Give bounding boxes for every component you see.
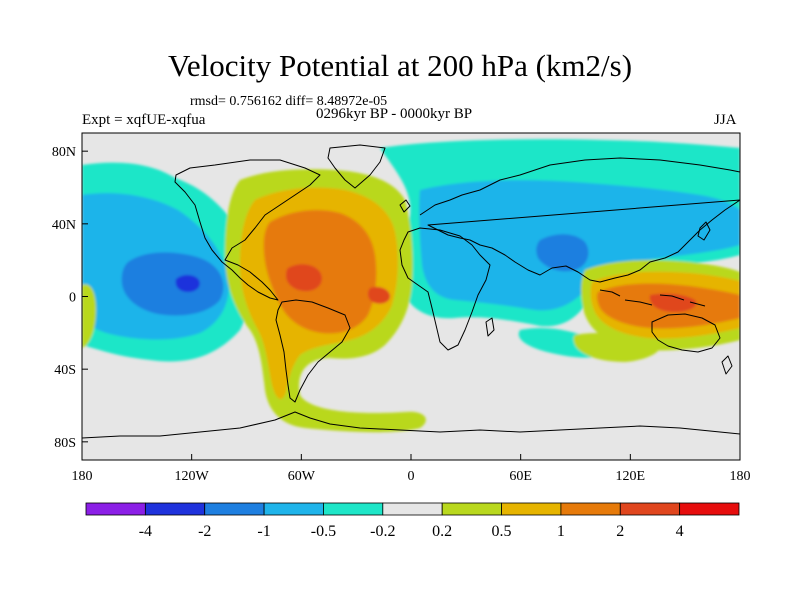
chart-title: Velocity Potential at 200 hPa (km2/s) — [167, 48, 633, 83]
field-pos-maritime-red — [649, 293, 697, 312]
coastline-africa — [399, 227, 491, 351]
lat-tick-label-4: 80S — [54, 436, 76, 451]
colorbar-swatch-3 — [263, 502, 324, 516]
colorbar: -4 -2 -1 -0.5 -0.2 0.2 0.5 1 2 4 — [85, 502, 740, 540]
colorbar-level-7: 1 — [557, 523, 565, 540]
coastlines — [82, 144, 740, 439]
colorbar-swatch-5 — [382, 502, 443, 516]
longitude-axis: 180 120W 60W 0 60E 120E 180 — [72, 454, 751, 484]
field-neg-pacific-core — [121, 252, 224, 316]
coastline-japan — [697, 221, 711, 241]
velocity-potential-field — [82, 133, 740, 460]
colorbar-swatch-4 — [323, 502, 384, 516]
colorbar-swatch-7 — [501, 502, 562, 516]
colorbar-level-9: 4 — [676, 523, 684, 540]
coastline-eurasia — [419, 157, 740, 283]
coastline-australia — [651, 313, 721, 353]
coastline-greenland — [327, 144, 386, 189]
colorbar-swatch-9 — [619, 502, 681, 516]
field-neg-eurasia-core — [536, 234, 589, 272]
rmsd-annotation: rmsd= 0.756162 diff= 8.48972e-05 — [190, 94, 388, 109]
lon-tick-label-4: 60E — [509, 469, 532, 484]
coastline-madagascar — [485, 317, 495, 337]
lat-tick-label-1: 40N — [52, 218, 76, 233]
colorbar-level-3: -0.5 — [311, 523, 336, 540]
coastline-north-america — [174, 159, 321, 301]
colorbar-level-2: -1 — [257, 523, 270, 540]
colorbar-level-1: -2 — [198, 523, 211, 540]
coastline-antarctica — [82, 411, 740, 439]
lon-tick-label-2: 60W — [288, 469, 316, 484]
period-label: 0296kyr BP - 0000kyr BP — [316, 106, 473, 122]
field-pos-atlantic-orange — [263, 210, 377, 334]
colorbar-swatch-2 — [204, 502, 265, 516]
colorbar-swatch-8 — [560, 502, 621, 516]
field-neg-pacific-min — [175, 274, 200, 292]
latitude-axis: 80N 40N 0 40S 80S — [52, 145, 88, 451]
coastline-uk — [399, 199, 411, 213]
coastline-indonesia — [599, 289, 706, 307]
field-pos-atlantic-red — [286, 264, 322, 292]
colorbar-swatch-10 — [679, 502, 740, 516]
lon-tick-label-5: 120E — [616, 469, 646, 484]
colorbar-level-4: -0.2 — [370, 523, 395, 540]
lat-tick-label-2: 0 — [69, 291, 76, 306]
colorbar-swatch-0 — [85, 502, 146, 516]
field-pos-southpacific — [573, 332, 661, 362]
field-pos-dateline — [82, 284, 96, 348]
lon-tick-label-1: 120W — [175, 469, 210, 484]
lon-tick-label-3: 0 — [408, 469, 415, 484]
lon-tick-label-6: 180 — [730, 469, 751, 484]
lat-tick-label-3: 40S — [54, 363, 76, 378]
colorbar-swatch-1 — [144, 502, 206, 516]
colorbar-level-6: 0.5 — [492, 523, 512, 540]
experiment-label: Expt = xqfUE-xqfua — [82, 112, 206, 128]
coastline-newzealand — [721, 355, 733, 375]
lon-tick-label-0: 180 — [72, 469, 93, 484]
colorbar-swatch-6 — [441, 502, 502, 516]
colorbar-level-8: 2 — [616, 523, 624, 540]
lat-tick-label-0: 80N — [52, 145, 76, 160]
season-label: JJA — [714, 112, 737, 128]
field-pos-atlantic-red2 — [367, 286, 391, 304]
colorbar-level-5: 0.2 — [432, 523, 452, 540]
coastline-south-america — [275, 299, 351, 403]
colorbar-level-0: -4 — [139, 523, 152, 540]
